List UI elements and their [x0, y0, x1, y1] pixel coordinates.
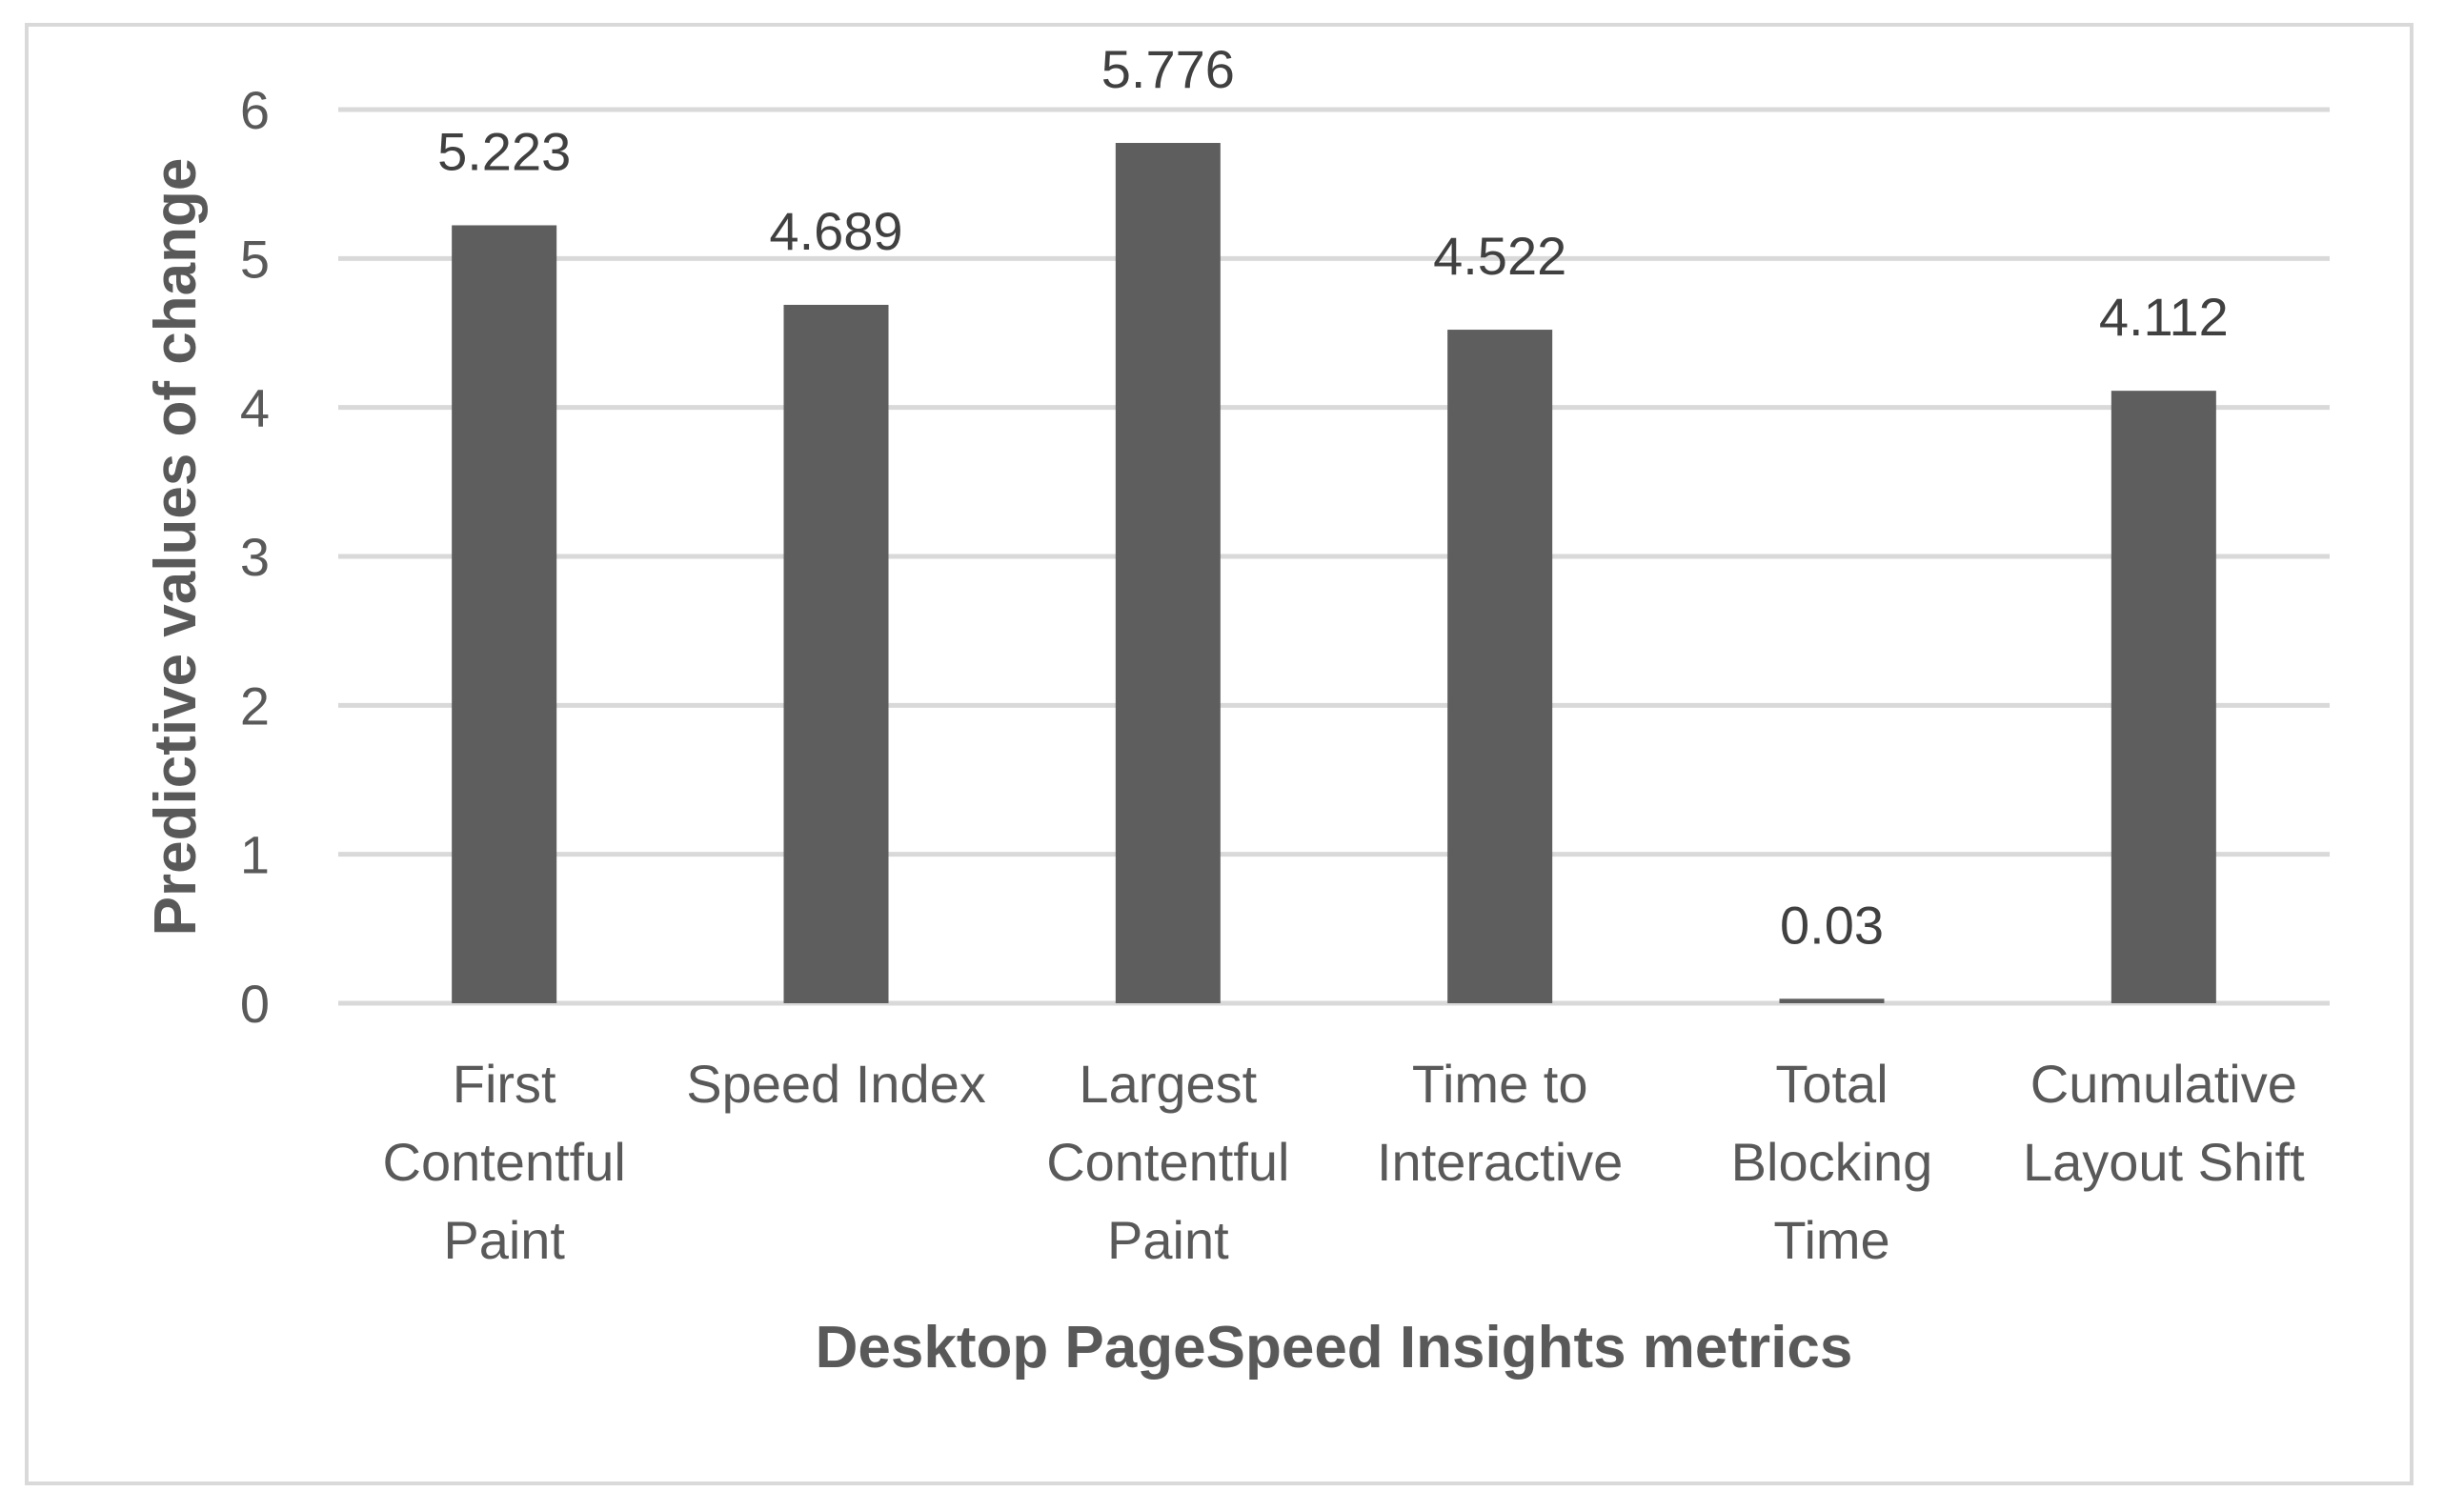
bar	[1447, 330, 1553, 1003]
x-category-label: Layout Shift	[2023, 1132, 2305, 1192]
data-label: 0.03	[1780, 895, 1884, 955]
y-axis-ticks: 0 1 2 3 4 5 6	[240, 80, 270, 1034]
x-category-label: Paint	[1107, 1210, 1229, 1270]
bar	[452, 225, 557, 1003]
x-category-label: Interactive	[1377, 1132, 1623, 1192]
data-labels: 5.223 4.689 5.776 4.522 0.03 4.112	[437, 39, 2229, 955]
bar	[2111, 391, 2216, 1003]
bars	[452, 143, 2216, 1003]
data-label: 5.776	[1101, 39, 1235, 99]
y-tick-label: 6	[240, 80, 270, 140]
y-tick-label: 5	[240, 229, 270, 289]
x-category-label: Total	[1775, 1054, 1888, 1114]
bar	[1115, 143, 1221, 1003]
y-axis-title: Predictive values of change	[143, 158, 209, 937]
x-category-label: Speed Index	[686, 1054, 985, 1114]
y-tick-label: 0	[240, 974, 270, 1034]
x-category-label: Contentful	[1046, 1132, 1289, 1192]
y-tick-label: 4	[240, 378, 270, 438]
y-tick-label: 2	[240, 675, 270, 736]
bar	[783, 304, 889, 1003]
y-tick-label: 3	[240, 527, 270, 587]
x-category-label: Largest	[1079, 1054, 1257, 1114]
data-label: 4.522	[1433, 226, 1566, 286]
y-tick-label: 1	[240, 825, 270, 885]
data-label: 5.223	[437, 121, 571, 181]
x-category-label: Cumulative	[2030, 1054, 2297, 1114]
bar	[1779, 998, 1885, 1003]
x-category-label: Blocking	[1731, 1132, 1933, 1192]
data-label: 4.112	[2099, 287, 2229, 347]
x-category-label: Paint	[443, 1210, 565, 1270]
x-axis-categories: First Contentful Paint Speed Index Largest Co…	[383, 1054, 2306, 1270]
x-category-label: First	[453, 1054, 556, 1114]
x-axis-title: Desktop PageSpeed Insights metrics	[816, 1315, 1853, 1381]
gridlines	[338, 107, 2330, 1006]
data-label: 4.689	[769, 201, 902, 261]
x-category-label: Time to	[1412, 1054, 1588, 1114]
x-category-label: Contentful	[383, 1132, 626, 1192]
x-category-label: Time	[1773, 1210, 1889, 1270]
